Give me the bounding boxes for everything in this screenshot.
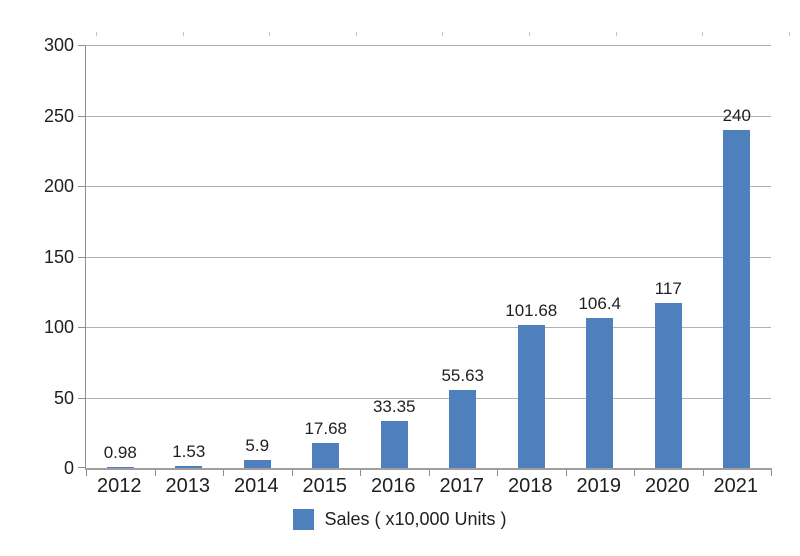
x-axis-tick <box>360 470 361 476</box>
y-axis-tick <box>78 45 86 46</box>
y-axis-tick <box>78 256 86 258</box>
top-minor-tick <box>269 32 270 36</box>
bar <box>654 303 682 468</box>
top-minor-tick <box>529 32 530 36</box>
y-axis-tick <box>78 327 86 328</box>
top-minor-tick <box>616 32 617 36</box>
bar <box>586 318 614 468</box>
bar-value-label: 0.98 <box>103 442 137 462</box>
bar-value-label: 240 <box>722 105 751 125</box>
x-axis-tick-label: 2016 <box>371 475 416 497</box>
bar-value-label: 55.63 <box>441 365 485 385</box>
bar-value-label: 1.53 <box>172 441 206 461</box>
gridline <box>86 327 771 328</box>
bar-value-label: 117 <box>654 279 682 299</box>
gridline <box>86 256 771 258</box>
top-minor-tick <box>702 32 703 36</box>
x-axis-tick <box>86 470 87 476</box>
top-minor-tick <box>789 32 790 36</box>
x-axis-tick <box>155 470 156 476</box>
x-axis-tick-label: 2021 <box>713 475 759 497</box>
bar <box>106 467 134 468</box>
x-axis-tick-label: 2018 <box>508 475 553 497</box>
legend: Sales ( x10,000 Units ) <box>0 509 800 530</box>
bar <box>175 466 203 468</box>
y-axis-tick-label: 0 <box>63 458 74 478</box>
gridline <box>86 115 771 117</box>
x-axis-tick <box>566 470 567 476</box>
top-minor-tick <box>183 32 184 36</box>
top-minor-tick <box>356 32 357 36</box>
x-axis-tick-label: 2017 <box>439 475 485 497</box>
x-axis-tick <box>292 470 293 476</box>
bar <box>312 443 340 468</box>
bar <box>517 325 545 468</box>
y-axis-tick <box>78 115 86 117</box>
y-axis-tick <box>78 467 86 468</box>
x-axis-tick-label: 2015 <box>302 475 348 497</box>
y-axis-tick-label: 300 <box>43 35 74 55</box>
x-axis-tick <box>497 470 498 476</box>
x-axis-tick <box>703 470 704 476</box>
y-axis-tick-label: 50 <box>53 387 74 408</box>
legend-label: Sales ( x10,000 Units ) <box>324 509 507 529</box>
y-axis-tick-label: 250 <box>43 105 74 126</box>
gridline <box>86 397 771 399</box>
gridline <box>86 45 771 46</box>
top-minor-tick <box>442 32 443 36</box>
bar <box>243 460 271 468</box>
y-axis-tick-label: 150 <box>43 246 74 267</box>
x-axis-tick <box>429 470 430 476</box>
y-axis-tick <box>78 186 86 187</box>
bar-value-label: 101.68 <box>505 300 558 320</box>
bar <box>380 421 408 468</box>
plot-area: 0.98 1.53 5.9 17.68 33.35 55.63 101.68 106.4 117… <box>78 32 790 476</box>
y-axis-tick <box>78 397 86 399</box>
top-minor-tick <box>96 32 97 36</box>
bar <box>723 130 751 468</box>
x-axis-tick <box>223 470 224 476</box>
bar-value-label: 17.68 <box>304 419 348 439</box>
bar-value-label: 5.9 <box>245 435 270 455</box>
y-axis-tick-label: 200 <box>43 176 74 196</box>
x-axis-line <box>85 468 772 470</box>
bar-value-label: 106.4 <box>578 293 622 313</box>
x-axis-tick-label: 2012 <box>97 475 142 497</box>
x-axis-tick-label: 2019 <box>576 475 622 497</box>
gridline <box>86 186 771 187</box>
x-axis-tick-label: 2014 <box>234 475 279 497</box>
x-axis-tick-label: 2013 <box>165 475 211 497</box>
bar <box>449 390 477 468</box>
x-axis-tick <box>771 470 772 476</box>
y-axis-tick-label: 100 <box>43 317 74 337</box>
bar-value-label: 33.35 <box>372 396 416 416</box>
x-axis-tick-label: 2020 <box>645 475 690 497</box>
legend-swatch-sales <box>293 509 315 530</box>
x-axis-tick <box>634 470 635 476</box>
